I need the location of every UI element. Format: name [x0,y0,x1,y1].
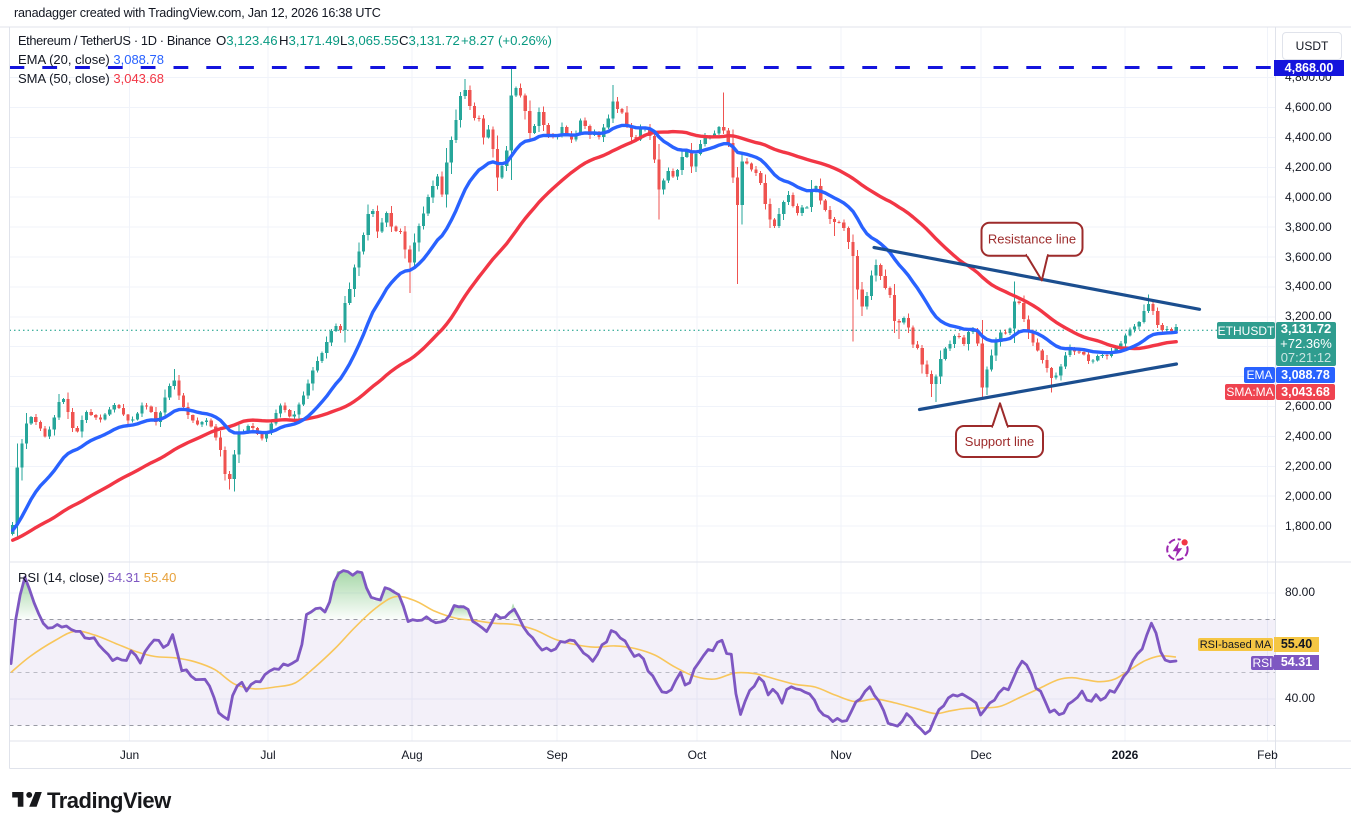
svg-text:Support line: Support line [965,434,1034,449]
svg-text:Resistance line: Resistance line [988,232,1076,247]
